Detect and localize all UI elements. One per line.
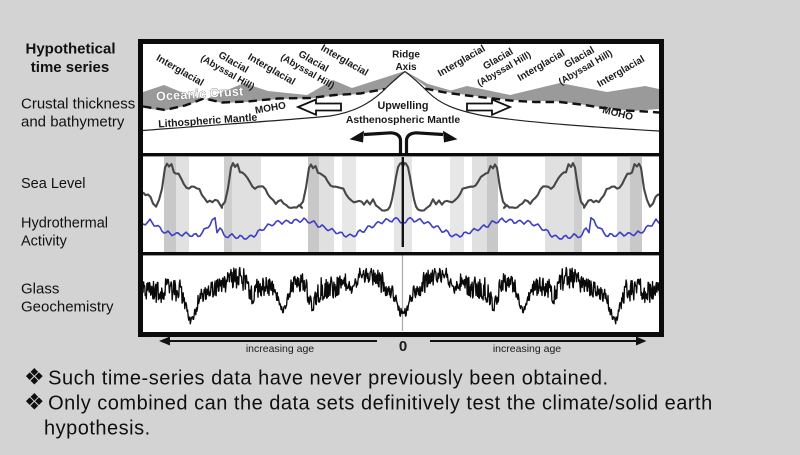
svg-text:Sea Level: Sea Level <box>21 176 86 192</box>
svg-text:increasing age: increasing age <box>493 343 561 355</box>
svg-text:and bathymetry: and bathymetry <box>21 114 125 131</box>
svg-text:Hypothetical: Hypothetical <box>25 41 115 58</box>
svg-text:Hydrothermal: Hydrothermal <box>21 216 108 232</box>
svg-text:Ridge: Ridge <box>392 50 420 61</box>
svg-text:Asthenospheric Mantle: Asthenospheric Mantle <box>346 115 461 126</box>
svg-text:Geochemistry: Geochemistry <box>21 299 114 316</box>
svg-text:MOHO: MOHO <box>254 100 287 116</box>
svg-text:Upwelling: Upwelling <box>378 100 429 112</box>
svg-text:hypothesis.: hypothesis. <box>44 418 151 440</box>
svg-text:increasing age: increasing age <box>246 343 314 355</box>
svg-text:Glass: Glass <box>21 281 59 298</box>
svg-text:0: 0 <box>399 338 407 355</box>
svg-text:Activity: Activity <box>21 234 68 250</box>
svg-text:Crustal thickness: Crustal thickness <box>21 96 135 113</box>
svg-text:Axis: Axis <box>395 62 417 73</box>
svg-text:❖Such time-series data have ne: ❖ Such time-series data have never previo… <box>24 364 609 390</box>
svg-text:Oceanic Crust: Oceanic Crust <box>156 84 245 103</box>
svg-text:❖Only combined can the data se: ❖ Only combined can the data sets definit… <box>24 389 713 415</box>
svg-text:time series: time series <box>31 59 109 76</box>
